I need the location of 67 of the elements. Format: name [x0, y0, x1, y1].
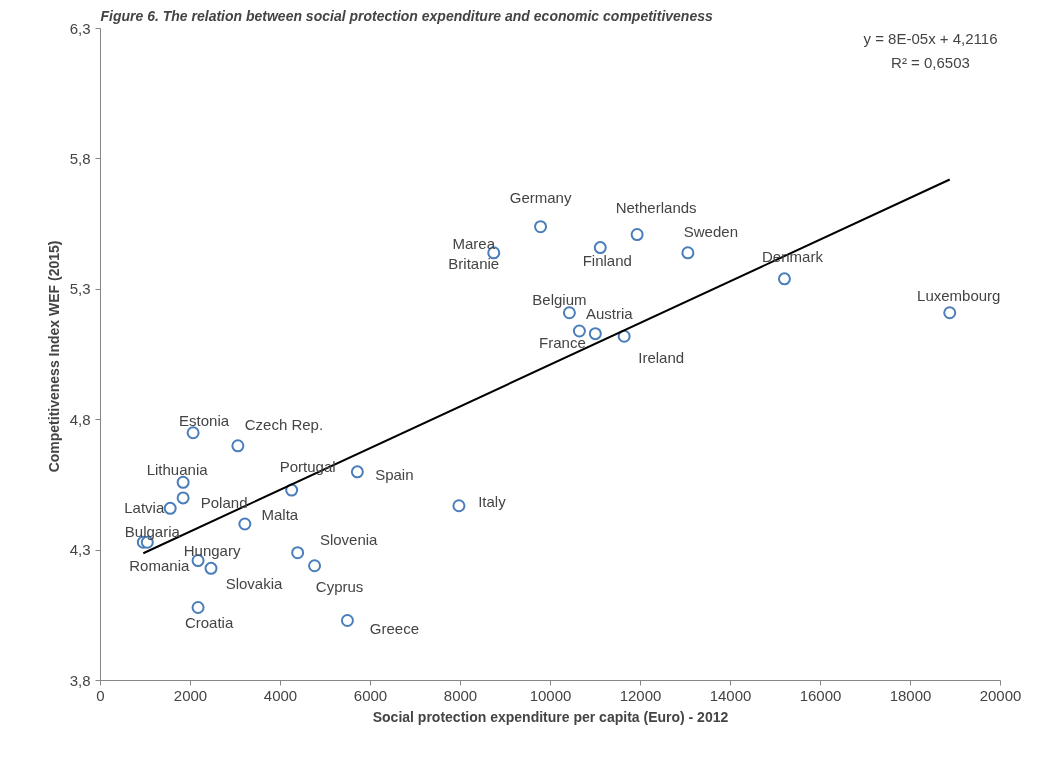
- point: [534, 220, 548, 234]
- x-tick-label: 16000: [799, 686, 842, 704]
- y-tick-label: 4,8: [69, 410, 91, 428]
- annotation: Czech Rep.: [244, 416, 324, 434]
- point: [777, 272, 791, 286]
- point: [291, 546, 305, 560]
- x-tick-label: 8000: [443, 686, 478, 704]
- annotation: Malta: [261, 505, 299, 523]
- annotation: Estonia: [179, 412, 230, 430]
- x-tick-label: 0: [96, 686, 105, 704]
- point: [308, 559, 322, 573]
- x-tick-label: 12000: [619, 686, 662, 704]
- x-axis-title: Social protection expenditure per capita (Euro) - 2012: [372, 708, 729, 725]
- chart-title: Figure 6. The relation between social protection expenditure and economic competitiveness: [100, 7, 713, 24]
- point: [943, 306, 957, 320]
- annotation: Latvia: [124, 498, 165, 516]
- x-tick-label: 6000: [353, 686, 388, 704]
- annotation: Lithuania: [146, 460, 209, 478]
- annotation: Luxembourg: [917, 287, 1001, 305]
- y-tick-label: 3,8: [69, 671, 91, 689]
- point: [176, 491, 190, 505]
- point: [350, 465, 364, 479]
- point: [186, 426, 200, 440]
- point: [630, 228, 644, 242]
- y-tick-label: 6,3: [69, 19, 91, 37]
- x-tick-label: 18000: [889, 686, 932, 704]
- x-tick-label: 2000: [173, 686, 208, 704]
- annotation: Sweden: [683, 223, 738, 241]
- point: [340, 614, 354, 628]
- point: [176, 475, 190, 489]
- y-tick-label: 5,3: [69, 280, 91, 298]
- point: [231, 439, 245, 453]
- point: [452, 499, 466, 513]
- point: [617, 329, 631, 343]
- annotation: Marea Britanie: [448, 235, 500, 273]
- annotation: Poland: [200, 494, 248, 512]
- x-tick-label: 10000: [529, 686, 572, 704]
- annotation: Bulgaria: [124, 522, 181, 540]
- x-tick-label: 20000: [979, 686, 1022, 704]
- point: [191, 600, 205, 614]
- annotation: Cyprus: [315, 578, 364, 596]
- point: [593, 241, 607, 255]
- point: [204, 561, 218, 575]
- x-tick-label: 14000: [709, 686, 752, 704]
- y-tick-label: 4,3: [69, 541, 91, 559]
- annotation: Greece: [369, 620, 420, 638]
- annotation: Slovenia: [319, 531, 379, 549]
- annotation: Ireland: [638, 348, 685, 366]
- annotation: Finland: [582, 252, 632, 270]
- annotation: Austria: [585, 305, 634, 323]
- y-axis-title: Competitiveness Index WEF (2015): [45, 240, 62, 473]
- annotation: Croatia: [184, 613, 234, 631]
- y-tick-label: 5,8: [69, 149, 91, 167]
- point: [238, 517, 252, 531]
- annotation: R² = 0,6503: [891, 54, 970, 71]
- annotation: Slovakia: [225, 574, 284, 592]
- point: [588, 327, 602, 341]
- annotation: Italy: [478, 493, 507, 511]
- point: [572, 324, 586, 338]
- point: [681, 246, 695, 260]
- annotation: Netherlands: [615, 199, 697, 217]
- annotation: Spain: [375, 466, 414, 484]
- annotation: Germany: [509, 189, 572, 207]
- annotation: Belgium: [532, 291, 587, 309]
- annotation: y = 8E-05x + 4,2116: [863, 30, 998, 47]
- x-tick-label: 4000: [263, 686, 298, 704]
- annotation: France: [539, 333, 586, 351]
